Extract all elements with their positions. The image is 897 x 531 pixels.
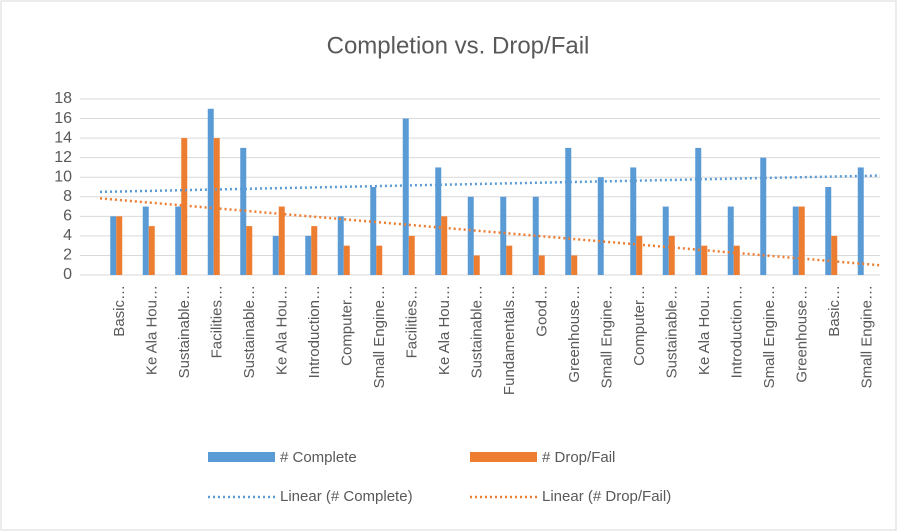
bar <box>376 245 383 275</box>
bar <box>733 245 740 275</box>
bar <box>727 206 734 275</box>
y-tick-label: 14 <box>54 129 72 146</box>
bar <box>305 235 312 275</box>
bar <box>857 167 864 275</box>
bar <box>792 206 799 275</box>
x-tick-label: Greenhouse… <box>566 285 583 383</box>
x-tick-label: Small Engine… <box>371 285 388 388</box>
bar <box>467 196 474 275</box>
legend-swatch <box>470 452 537 462</box>
bar <box>668 235 675 275</box>
bar <box>831 235 838 275</box>
x-tick-label: Introduction… <box>729 285 746 378</box>
bar <box>825 187 832 275</box>
bar <box>630 167 637 275</box>
bar <box>272 235 279 275</box>
bar <box>370 187 377 275</box>
bar <box>337 216 344 275</box>
bar <box>213 138 220 275</box>
x-tick-label: Computer… <box>339 285 356 366</box>
bar <box>110 216 117 275</box>
bar <box>408 235 415 275</box>
trendline <box>99 197 881 267</box>
x-tick-label: Fundamentals… <box>501 285 518 395</box>
legend-label: Linear (# Drop/Fail) <box>542 488 671 505</box>
chart-title: Completion vs. Drop/Fail <box>327 32 590 59</box>
y-tick-label: 12 <box>54 149 72 166</box>
y-tick-label: 0 <box>63 266 72 283</box>
bar <box>565 147 572 275</box>
bar <box>506 245 513 275</box>
bar <box>116 216 123 275</box>
x-tick-label: Good… <box>534 285 551 337</box>
bar <box>695 147 702 275</box>
x-tick-label: Computer… <box>631 285 648 366</box>
x-tick-label: Small Engine… <box>599 285 616 388</box>
y-tick-label: 8 <box>63 188 72 205</box>
x-tick-label: Ke Ala Hou… <box>274 285 291 375</box>
bar <box>207 108 214 276</box>
bar <box>571 255 578 275</box>
bar <box>142 206 149 275</box>
x-tick-label: Small Engine… <box>761 285 778 388</box>
bar <box>636 235 643 275</box>
trendline <box>99 174 881 194</box>
legend-label: # Complete <box>280 449 357 466</box>
x-tick-label: Small Engine… <box>859 285 876 388</box>
x-tick-label: Sustainable… <box>664 285 681 378</box>
x-tick-label: Sustainable… <box>241 285 258 378</box>
x-tick-label: Sustainable… <box>176 285 193 378</box>
x-tick-label: Introduction… <box>306 285 323 378</box>
x-tick-label: Basic… <box>111 285 128 337</box>
y-tick-label: 10 <box>54 168 72 185</box>
bar <box>441 216 448 275</box>
bar <box>435 167 442 275</box>
y-tick-label: 18 <box>54 90 72 107</box>
bar <box>343 245 350 275</box>
bar <box>175 206 182 275</box>
bar <box>402 118 409 275</box>
x-tick-label: Ke Ala Hou… <box>696 285 713 375</box>
bar <box>798 206 805 275</box>
x-tick-label: Facilities… <box>209 285 226 358</box>
legend-swatch <box>208 452 275 462</box>
y-tick-label: 16 <box>54 110 72 127</box>
bar <box>538 255 545 275</box>
bar <box>148 226 155 275</box>
bar <box>662 206 669 275</box>
bar <box>278 206 285 275</box>
x-tick-label: Ke Ala Hou… <box>144 285 161 375</box>
bar <box>311 226 318 275</box>
x-tick-label: Facilities… <box>404 285 421 358</box>
x-tick-label: Greenhouse… <box>794 285 811 383</box>
bar <box>181 138 188 275</box>
bar <box>500 196 507 275</box>
y-tick-label: 4 <box>63 227 72 244</box>
x-tick-label: Basic… <box>826 285 843 337</box>
x-tick-label: Sustainable… <box>469 285 486 378</box>
legend-label: # Drop/Fail <box>542 449 615 466</box>
y-tick-label: 6 <box>63 208 72 225</box>
bar <box>701 245 708 275</box>
legend-label: Linear (# Complete) <box>280 488 413 505</box>
bar <box>473 255 480 275</box>
bar <box>532 196 539 275</box>
bar <box>760 157 767 275</box>
y-tick-label: 2 <box>63 247 72 264</box>
bar <box>240 147 247 275</box>
bar <box>597 177 604 275</box>
x-tick-label: Ke Ala Hou… <box>436 285 453 375</box>
bar <box>246 226 253 275</box>
